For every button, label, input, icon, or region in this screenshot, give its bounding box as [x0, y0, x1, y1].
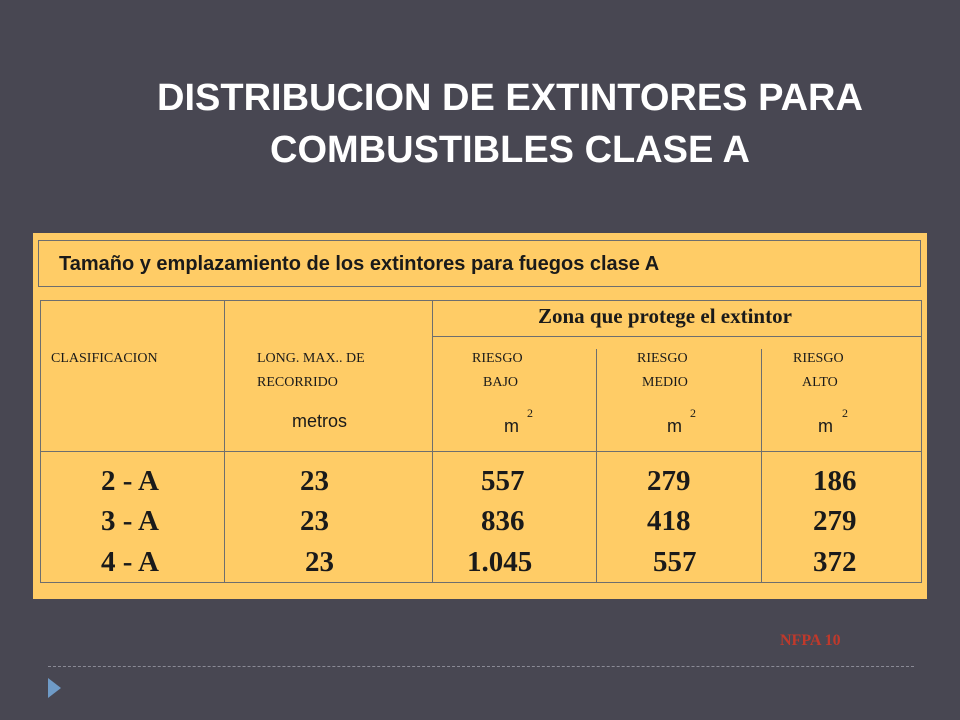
header-alto-line2: ALTO — [802, 375, 838, 390]
header-medio-line2: MEDIO — [642, 375, 688, 390]
header-medio-line1: RIESGO — [637, 351, 688, 366]
header-clasificacion: CLASIFICACION — [51, 351, 158, 366]
extinguisher-table: Zona que protege el extintor CLASIFICACI… — [40, 300, 922, 583]
col-divider-3 — [596, 349, 597, 582]
header-bajo-unit: m — [504, 416, 519, 436]
title-line-2: COMBUSTIBLES CLASE A — [270, 129, 750, 171]
header-bajo-unit-exp: 2 — [527, 406, 533, 420]
table-panel: Tamaño y emplazamiento de los extintores… — [33, 233, 927, 599]
row3-medio: 557 — [653, 546, 697, 578]
row3-recorrido: 23 — [305, 546, 334, 578]
row2-clasificacion: 3 - A — [101, 505, 159, 537]
row2-alto: 279 — [813, 505, 857, 537]
table-caption: Tamaño y emplazamiento de los extintores… — [59, 253, 660, 275]
title-line-1: DISTRIBUCION DE EXTINTORES PARA — [157, 77, 863, 119]
header-bajo-line1: RIESGO — [472, 351, 523, 366]
zone-header-underline — [432, 336, 922, 337]
col-divider-1 — [224, 301, 225, 582]
row1-alto: 186 — [813, 465, 857, 497]
row3-clasificacion: 4 - A — [101, 546, 159, 578]
slide-title: DISTRIBUCION DE EXTINTORES PARA COMBUSTI… — [60, 72, 960, 176]
row3-bajo: 1.045 — [467, 546, 533, 578]
header-recorrido-unit: metros — [292, 411, 348, 431]
header-bajo-line2: BAJO — [483, 375, 519, 390]
row3-alto: 372 — [813, 546, 857, 578]
row2-medio: 418 — [647, 505, 691, 537]
source-label: NFPA 10 — [780, 632, 841, 649]
triangle-bullet-icon — [48, 678, 61, 698]
row1-medio: 279 — [647, 465, 691, 497]
row1-clasificacion: 2 - A — [101, 465, 159, 497]
header-alto-unit: m — [818, 416, 833, 436]
caption-box: Tamaño y emplazamiento de los extintores… — [38, 240, 921, 287]
col-divider-4 — [761, 349, 762, 582]
row2-recorrido: 23 — [300, 505, 329, 537]
zone-header: Zona que protege el extintor — [538, 304, 792, 328]
header-alto-line1: RIESGO — [793, 351, 844, 366]
header-alto-unit-exp: 2 — [842, 406, 848, 420]
header-recorrido-line2: RECORRIDO — [257, 375, 338, 390]
header-medio-unit-exp: 2 — [690, 406, 696, 420]
row1-recorrido: 23 — [300, 465, 329, 497]
footer-divider — [48, 666, 914, 667]
col-divider-2 — [432, 301, 433, 582]
header-body-divider — [41, 451, 922, 452]
header-recorrido-line1: LONG. MAX.. DE — [257, 351, 365, 366]
header-medio-unit: m — [667, 416, 682, 436]
row1-bajo: 557 — [481, 465, 525, 497]
row2-bajo: 836 — [481, 505, 525, 537]
